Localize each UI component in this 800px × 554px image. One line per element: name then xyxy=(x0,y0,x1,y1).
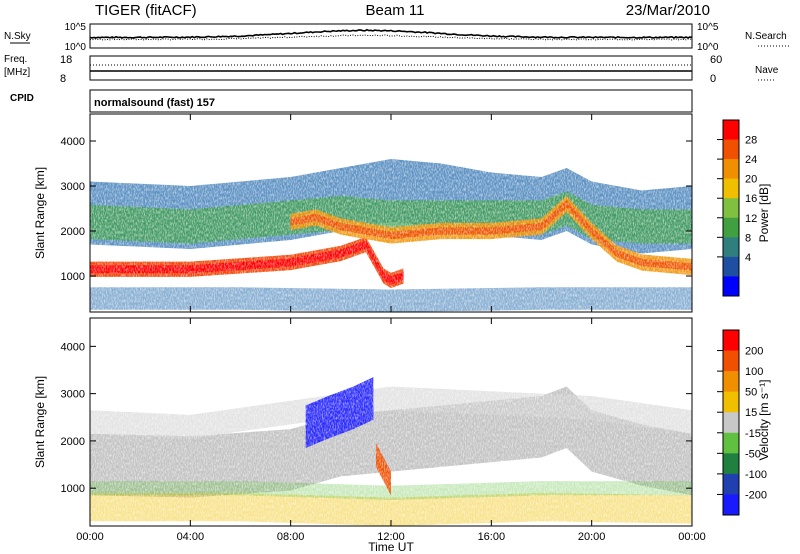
colorbar-tick-label: -100 xyxy=(745,469,767,481)
velocity-panel xyxy=(89,317,693,527)
colorbar-swatch xyxy=(723,371,739,393)
colorbar-swatch xyxy=(723,237,739,258)
colorbar-frame xyxy=(722,119,740,297)
y-tick-label: 3000 xyxy=(61,389,85,401)
freq-tick-bottom: 8 xyxy=(60,73,66,85)
colorbar-tick-label: 16 xyxy=(745,193,757,205)
nsearch-label: N.Search xyxy=(745,31,787,42)
colorbar-frame xyxy=(722,329,740,516)
power-y-axis-label: Slant Range [km] xyxy=(33,167,47,259)
colorbar-swatch xyxy=(723,139,739,160)
colorbar-tick-label: 24 xyxy=(745,154,757,166)
colorbar-tick-label: -15 xyxy=(745,428,761,440)
colorbar-tick-label: 12 xyxy=(745,213,757,225)
colorbar-tick-label: 4 xyxy=(745,252,751,264)
colorbar-swatch xyxy=(723,198,739,219)
nsky-panel-frame xyxy=(89,23,693,49)
x-tick-label: 08:00 xyxy=(277,531,305,543)
colorbar-swatch xyxy=(723,473,739,495)
beam-label: Beam 11 xyxy=(366,2,425,19)
colorbar-tick-label: 28 xyxy=(745,135,757,147)
colorbar-swatch xyxy=(723,330,739,352)
colorbar-tick-label: -200 xyxy=(745,489,767,501)
x-tick-label: 04:00 xyxy=(177,531,205,543)
velocity-colorbar-label: Velocity [m s⁻¹] xyxy=(757,379,771,460)
power-colorbar: 28 24 20 16 12 8 4 xyxy=(717,119,757,297)
y-tick-label: 2000 xyxy=(61,436,85,448)
colorbar-swatch xyxy=(723,276,739,297)
cpid-label: CPID xyxy=(10,93,34,104)
cpid-panel-frame xyxy=(89,89,693,113)
velocity-colorbar: 200 100 50 15 -15 -50 -100 -200 xyxy=(717,329,767,516)
colorbar-swatch xyxy=(723,350,739,372)
colorbar-tick-label: 200 xyxy=(745,346,763,358)
nave-tick-top: 60 xyxy=(710,54,722,66)
colorbar-tick-label: 15 xyxy=(745,407,757,419)
nave-label: Nave xyxy=(755,65,779,76)
colorbar-swatch xyxy=(723,256,739,277)
colorbar-swatch xyxy=(723,159,739,180)
x-tick-label: 20:00 xyxy=(578,531,606,543)
freq-unit: [MHz] xyxy=(4,67,30,78)
cpid-value: normalsound (fast) 157 xyxy=(94,97,215,109)
y-tick-label: 1000 xyxy=(61,271,85,283)
nsearch-trace xyxy=(89,34,693,41)
x-tick-label: 00:00 xyxy=(76,531,104,543)
date-label: 23/Mar/2010 xyxy=(626,2,710,19)
nave-tick-bottom: 0 xyxy=(710,73,716,85)
y-tick-label: 1000 xyxy=(61,483,85,495)
freq-label: Freq. xyxy=(4,54,27,65)
nsky-tick-bottom: 10^0 xyxy=(65,42,87,53)
nsky-trace xyxy=(89,28,693,39)
colorbar-swatch xyxy=(723,453,739,475)
velocity-texture xyxy=(90,318,692,526)
colorbar-swatch xyxy=(723,494,739,516)
nsearch-tick-top: 10^5 xyxy=(697,22,719,33)
nsky-label: N.Sky xyxy=(4,31,31,42)
colorbar-swatch xyxy=(723,217,739,238)
power-colorbar-label: Power [dB] xyxy=(757,184,771,243)
colorbar-swatch xyxy=(723,120,739,141)
colorbar-tick-label: 8 xyxy=(745,232,751,244)
x-tick-label: 12:00 xyxy=(377,531,405,543)
colorbar-swatch xyxy=(723,178,739,199)
y-tick-label: 2000 xyxy=(61,226,85,238)
x-tick-label: 00:00 xyxy=(678,531,706,543)
x-axis-label: Time UT xyxy=(368,540,414,554)
y-tick-label: 3000 xyxy=(61,181,85,193)
x-tick-label: 16:00 xyxy=(478,531,506,543)
y-tick-label: 4000 xyxy=(61,136,85,148)
freq-panel-frame xyxy=(89,55,693,81)
y-tick-label: 4000 xyxy=(61,341,85,353)
nsearch-tick-bottom: 10^0 xyxy=(697,42,719,53)
colorbar-tick-label: 20 xyxy=(745,174,757,186)
freq-tick-top: 18 xyxy=(60,54,72,66)
colorbar-swatch xyxy=(723,391,739,413)
colorbar-tick-label: 50 xyxy=(745,387,757,399)
colorbar-tick-label: -50 xyxy=(745,448,761,460)
velocity-y-axis-label: Slant Range [km] xyxy=(33,376,47,468)
nsky-tick-top: 10^5 xyxy=(65,22,87,33)
power-panel xyxy=(89,113,693,313)
power-texture xyxy=(90,114,692,312)
colorbar-swatch xyxy=(723,432,739,454)
colorbar-tick-label: 100 xyxy=(745,366,763,378)
colorbar-swatch xyxy=(723,412,739,434)
figure-title: TIGER (fitACF) xyxy=(95,2,197,19)
